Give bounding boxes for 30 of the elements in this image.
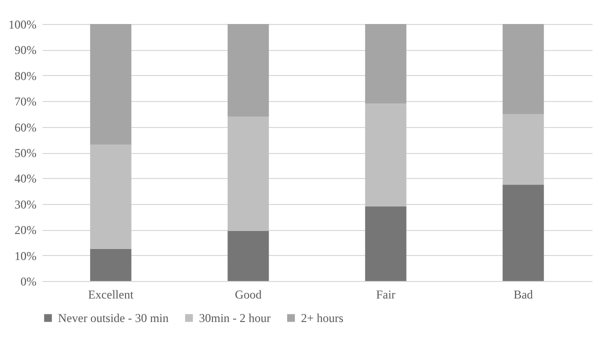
bar — [502, 114, 544, 185]
legend-label: 2+ hours — [301, 311, 344, 325]
y-tick-label: 90% — [14, 43, 36, 58]
bar — [228, 24, 269, 117]
y-tick-label: 50% — [14, 146, 36, 160]
bar — [365, 206, 406, 281]
y-tick-label: 60% — [14, 120, 36, 134]
bar — [90, 248, 132, 281]
y-tick-label: 30% — [14, 197, 36, 212]
x-tick-label: Fair — [376, 288, 396, 302]
bar — [502, 184, 544, 281]
y-tick-label: 10% — [14, 248, 36, 263]
legend-label: Never outside - 30 min — [58, 311, 169, 325]
bar — [365, 104, 406, 206]
bar — [228, 116, 269, 231]
y-tick-label: 40% — [14, 172, 36, 186]
x-tick-label: Good — [234, 288, 262, 302]
bar — [90, 24, 132, 145]
bar — [365, 24, 406, 104]
x-tick-label: Excellent — [88, 288, 134, 302]
y-tick-label: 80% — [14, 68, 36, 83]
bar — [228, 230, 269, 281]
x-tick-label: Bad — [514, 288, 533, 302]
y-tick-label: 100% — [8, 18, 36, 32]
legend-label: 30min - 2 hour — [199, 311, 271, 325]
y-tick-label: 70% — [14, 94, 36, 109]
bar — [90, 144, 132, 249]
y-tick-label: 20% — [14, 223, 36, 238]
y-tick-label: 0% — [20, 274, 36, 288]
bar — [502, 24, 544, 114]
